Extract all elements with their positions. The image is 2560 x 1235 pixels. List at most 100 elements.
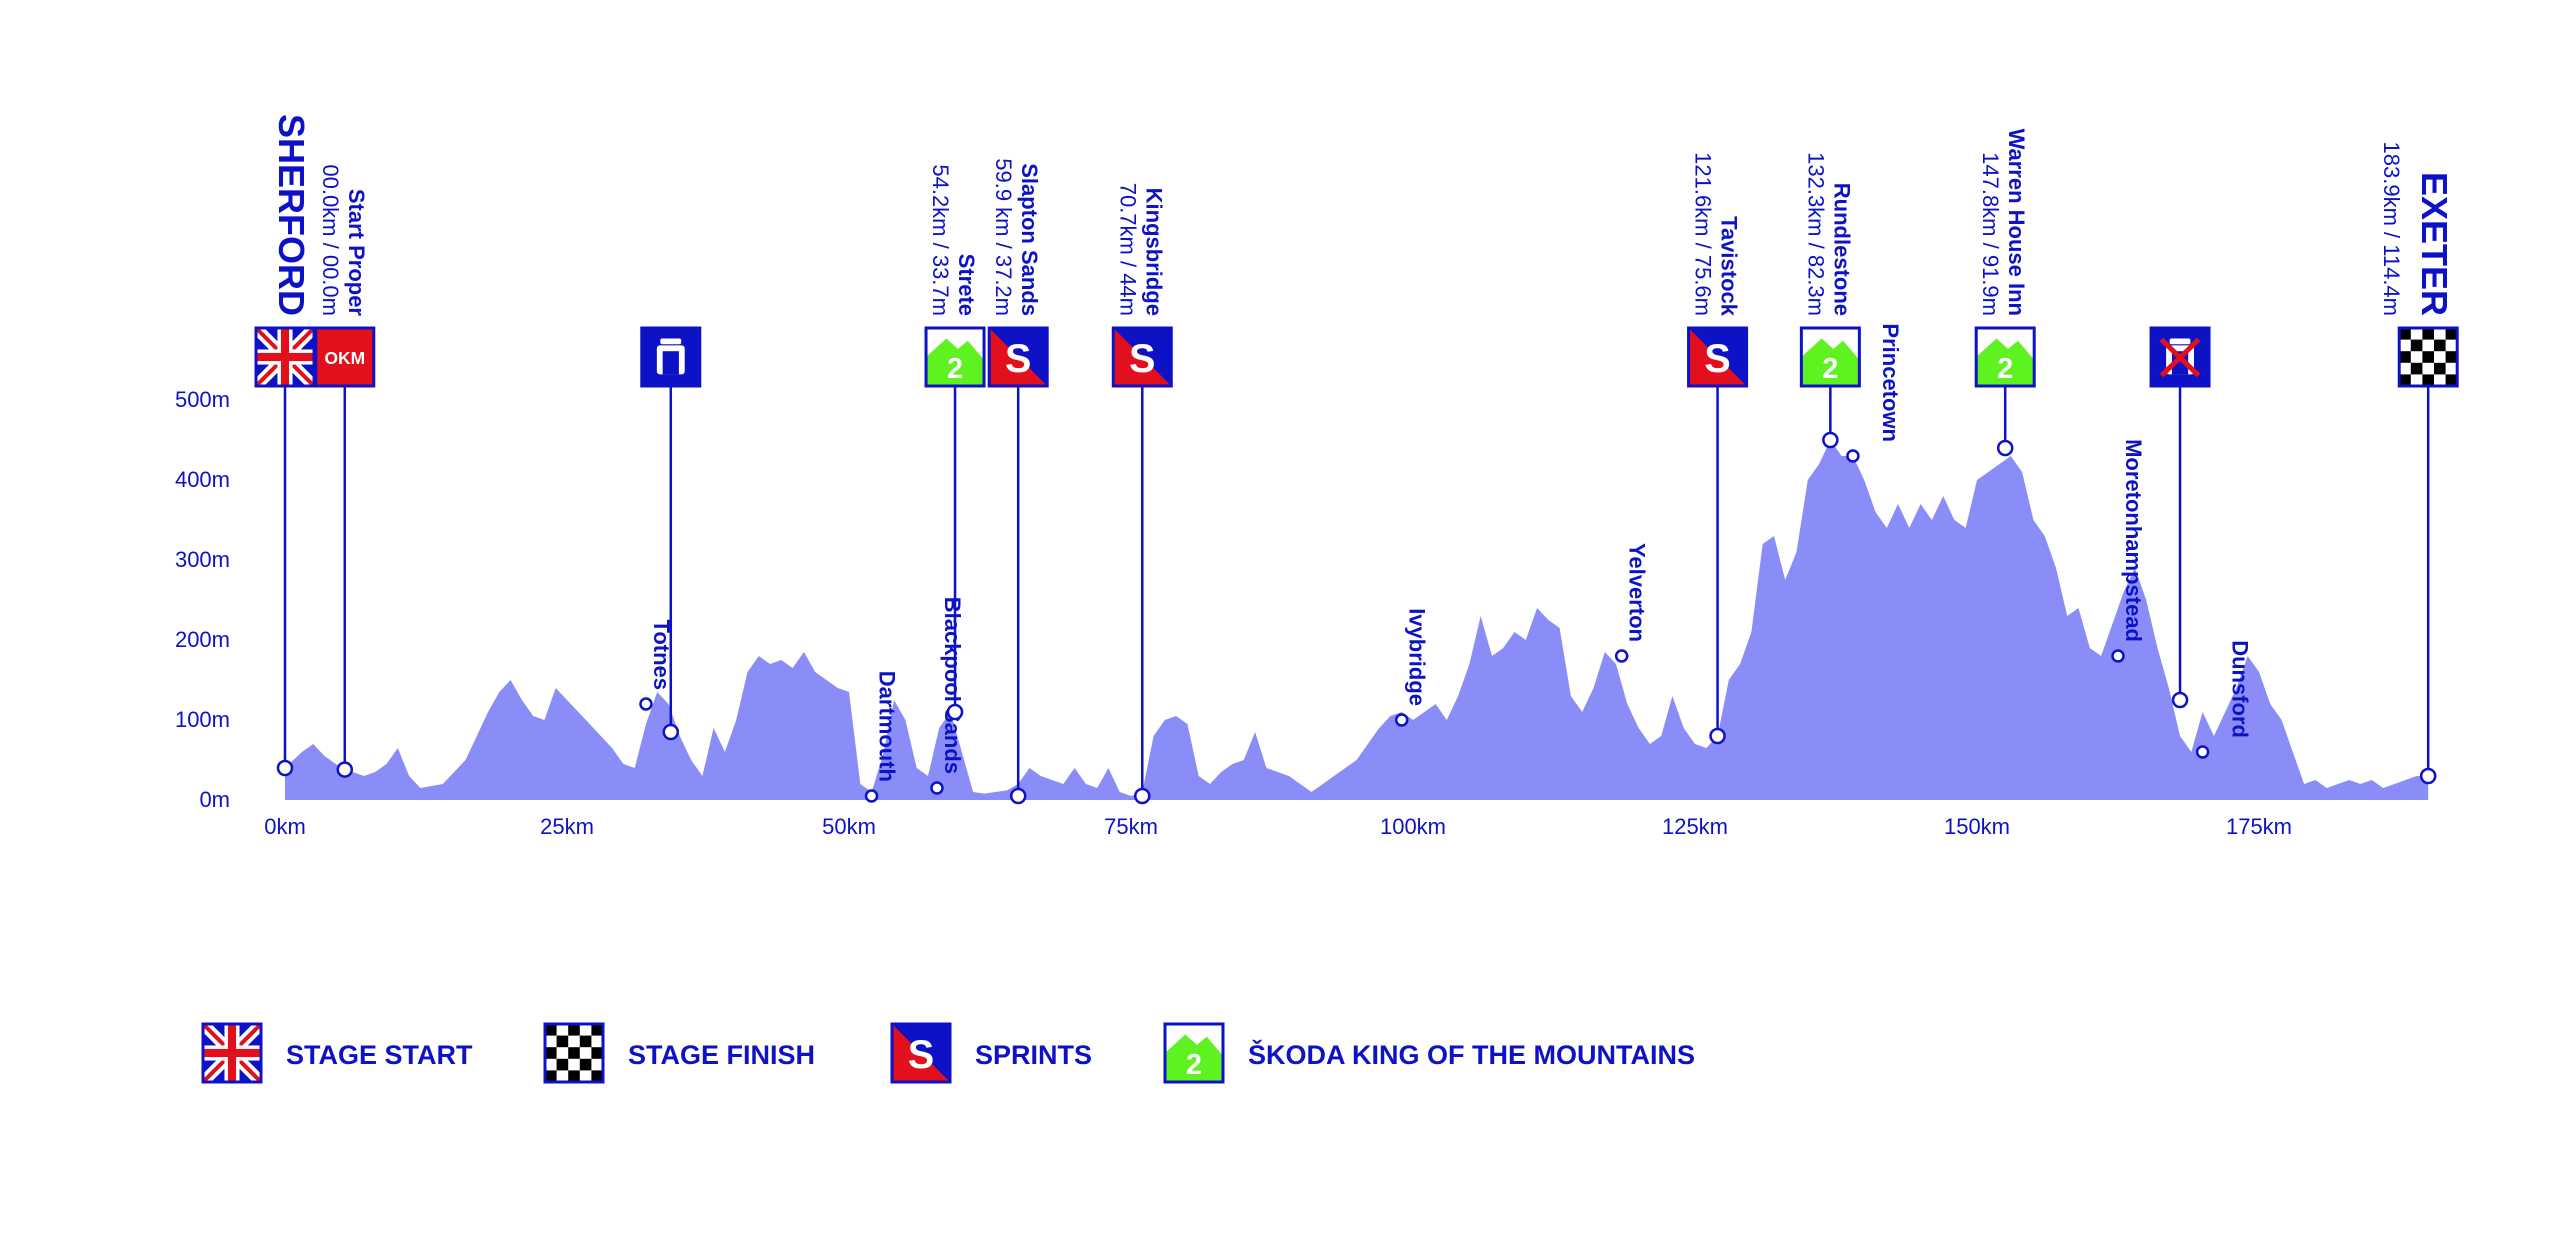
waypoint-marker: Yelverton bbox=[1614, 543, 1650, 663]
union-jack-cross-red bbox=[280, 328, 290, 386]
checker-square bbox=[579, 1035, 592, 1048]
checker-square bbox=[2422, 374, 2434, 386]
finish-flag-icon bbox=[543, 1022, 605, 1084]
waypoint-name: Rundlestone bbox=[1829, 183, 1854, 316]
icon-border bbox=[924, 326, 986, 388]
waypoint-distance: 54.2km / 33.7m bbox=[928, 164, 953, 316]
sprint-red-half bbox=[1688, 328, 1747, 386]
checker-square bbox=[545, 1070, 557, 1082]
x-tick-label: 50km bbox=[822, 814, 876, 839]
checker-square bbox=[568, 1047, 580, 1059]
waypoint-marker bbox=[640, 326, 702, 741]
start-flag-icon bbox=[251, 323, 319, 391]
waypoint-dot bbox=[2419, 767, 2437, 785]
place-name: Moretonhampstead bbox=[2121, 439, 2146, 642]
checker-square bbox=[2410, 339, 2423, 352]
feed-flag-icon bbox=[640, 326, 702, 388]
waypoint-distance: 147.8km / 91.9m bbox=[1978, 152, 2003, 316]
place-name: Dunsford bbox=[2228, 640, 2253, 738]
place-name: Dartmouth bbox=[875, 671, 900, 782]
waypoint-marker: Dunsford bbox=[2195, 640, 2253, 759]
place-name: Princetown bbox=[1878, 323, 1903, 442]
legend-item-finish: STAGE FINISH bbox=[543, 1022, 815, 1084]
sprint-flag-icon: S bbox=[1111, 326, 1173, 388]
waypoint-major-name: SHERFORD bbox=[271, 114, 312, 316]
sprint-red-half bbox=[989, 328, 1048, 386]
waypoint-name: Kingsbridge bbox=[1141, 188, 1166, 316]
checker-square bbox=[2399, 328, 2411, 340]
sprint-letter: S bbox=[1704, 337, 1730, 381]
icon-border bbox=[1974, 326, 2036, 388]
waypoint-name: Slapton Sands bbox=[1017, 163, 1042, 316]
y-tick-label: 100m bbox=[175, 707, 230, 732]
icon-border bbox=[1111, 326, 1173, 388]
y-tick-label: 300m bbox=[175, 547, 230, 572]
bag-strap bbox=[2169, 338, 2191, 345]
icon-border bbox=[987, 326, 1049, 388]
icon-border bbox=[314, 326, 376, 388]
x-tick-label: 75km bbox=[1104, 814, 1158, 839]
checker-square bbox=[2445, 351, 2458, 363]
checker-square bbox=[2399, 351, 2411, 363]
checker-square bbox=[579, 1058, 592, 1071]
waypoint-dot bbox=[1709, 727, 1726, 745]
icon-border bbox=[890, 1022, 952, 1084]
waypoint-marker: Dartmouth bbox=[864, 671, 900, 803]
checker-square bbox=[2445, 374, 2458, 386]
waypoint-name: Warren House Inn bbox=[2004, 129, 2029, 316]
union-jack-cross-red bbox=[227, 1024, 237, 1082]
kom-mountain bbox=[1801, 338, 1860, 386]
sprint-flag-icon: S bbox=[987, 326, 1049, 388]
bag-inner bbox=[662, 351, 679, 375]
place-name: Blackpool Sands bbox=[940, 597, 965, 774]
x-tick-label: 100km bbox=[1380, 814, 1446, 839]
waypoint-dot bbox=[639, 697, 653, 711]
waypoint-dot bbox=[930, 781, 944, 795]
icon-border bbox=[254, 326, 316, 388]
sprint-letter: S bbox=[1005, 337, 1031, 381]
icon-border bbox=[2397, 326, 2459, 388]
x-tick-label: 175km bbox=[2226, 814, 2292, 839]
sprint-flag-icon: S bbox=[1687, 326, 1749, 388]
icon-border bbox=[640, 326, 702, 388]
kom-mountain bbox=[926, 338, 985, 386]
kom-category: 2 bbox=[1186, 1049, 1202, 1081]
kom-category: 2 bbox=[947, 353, 963, 385]
x-tick-label: 0km bbox=[264, 814, 306, 839]
sprint-red-half bbox=[892, 1024, 950, 1082]
waypoint-dot bbox=[946, 703, 964, 721]
x-tick-label: 25km bbox=[540, 814, 594, 839]
checker-square bbox=[556, 1035, 569, 1048]
waypoint-marker: EXETER 183.9km / 114.4m bbox=[2379, 142, 2459, 785]
kom-flag-icon: 2 bbox=[1163, 1022, 1225, 1084]
place-name: Ivybridge bbox=[1405, 608, 1430, 706]
legend-item-start: STAGE START bbox=[198, 1019, 473, 1087]
icon-border bbox=[1163, 1022, 1225, 1084]
icon-border bbox=[543, 1022, 605, 1084]
okm-field bbox=[315, 328, 374, 386]
checker-square bbox=[545, 1024, 557, 1036]
bag-strap bbox=[660, 338, 682, 345]
checker-square bbox=[568, 1070, 580, 1082]
y-tick-label: 500m bbox=[175, 387, 230, 412]
waypoint-marker: Princetown bbox=[1846, 323, 1903, 463]
okm-text: OKM bbox=[324, 348, 365, 368]
waypoint-name: Strete bbox=[954, 254, 979, 316]
waypoint-distance: 59.9 km / 37.2m bbox=[991, 158, 1016, 316]
place-name: Yelverton bbox=[1625, 543, 1650, 642]
start-flag-icon bbox=[198, 1019, 266, 1087]
waypoint-dot bbox=[2111, 649, 2125, 663]
waypoint-dot bbox=[662, 723, 680, 741]
checker-square bbox=[591, 1070, 603, 1082]
sprint-red-half bbox=[1113, 328, 1172, 386]
kom-mountain bbox=[1165, 1034, 1223, 1082]
waypoint-major-name: EXETER bbox=[2414, 172, 2455, 316]
y-tick-label: 400m bbox=[175, 467, 230, 492]
checker-square bbox=[2434, 362, 2446, 375]
checker-square bbox=[556, 1058, 569, 1071]
